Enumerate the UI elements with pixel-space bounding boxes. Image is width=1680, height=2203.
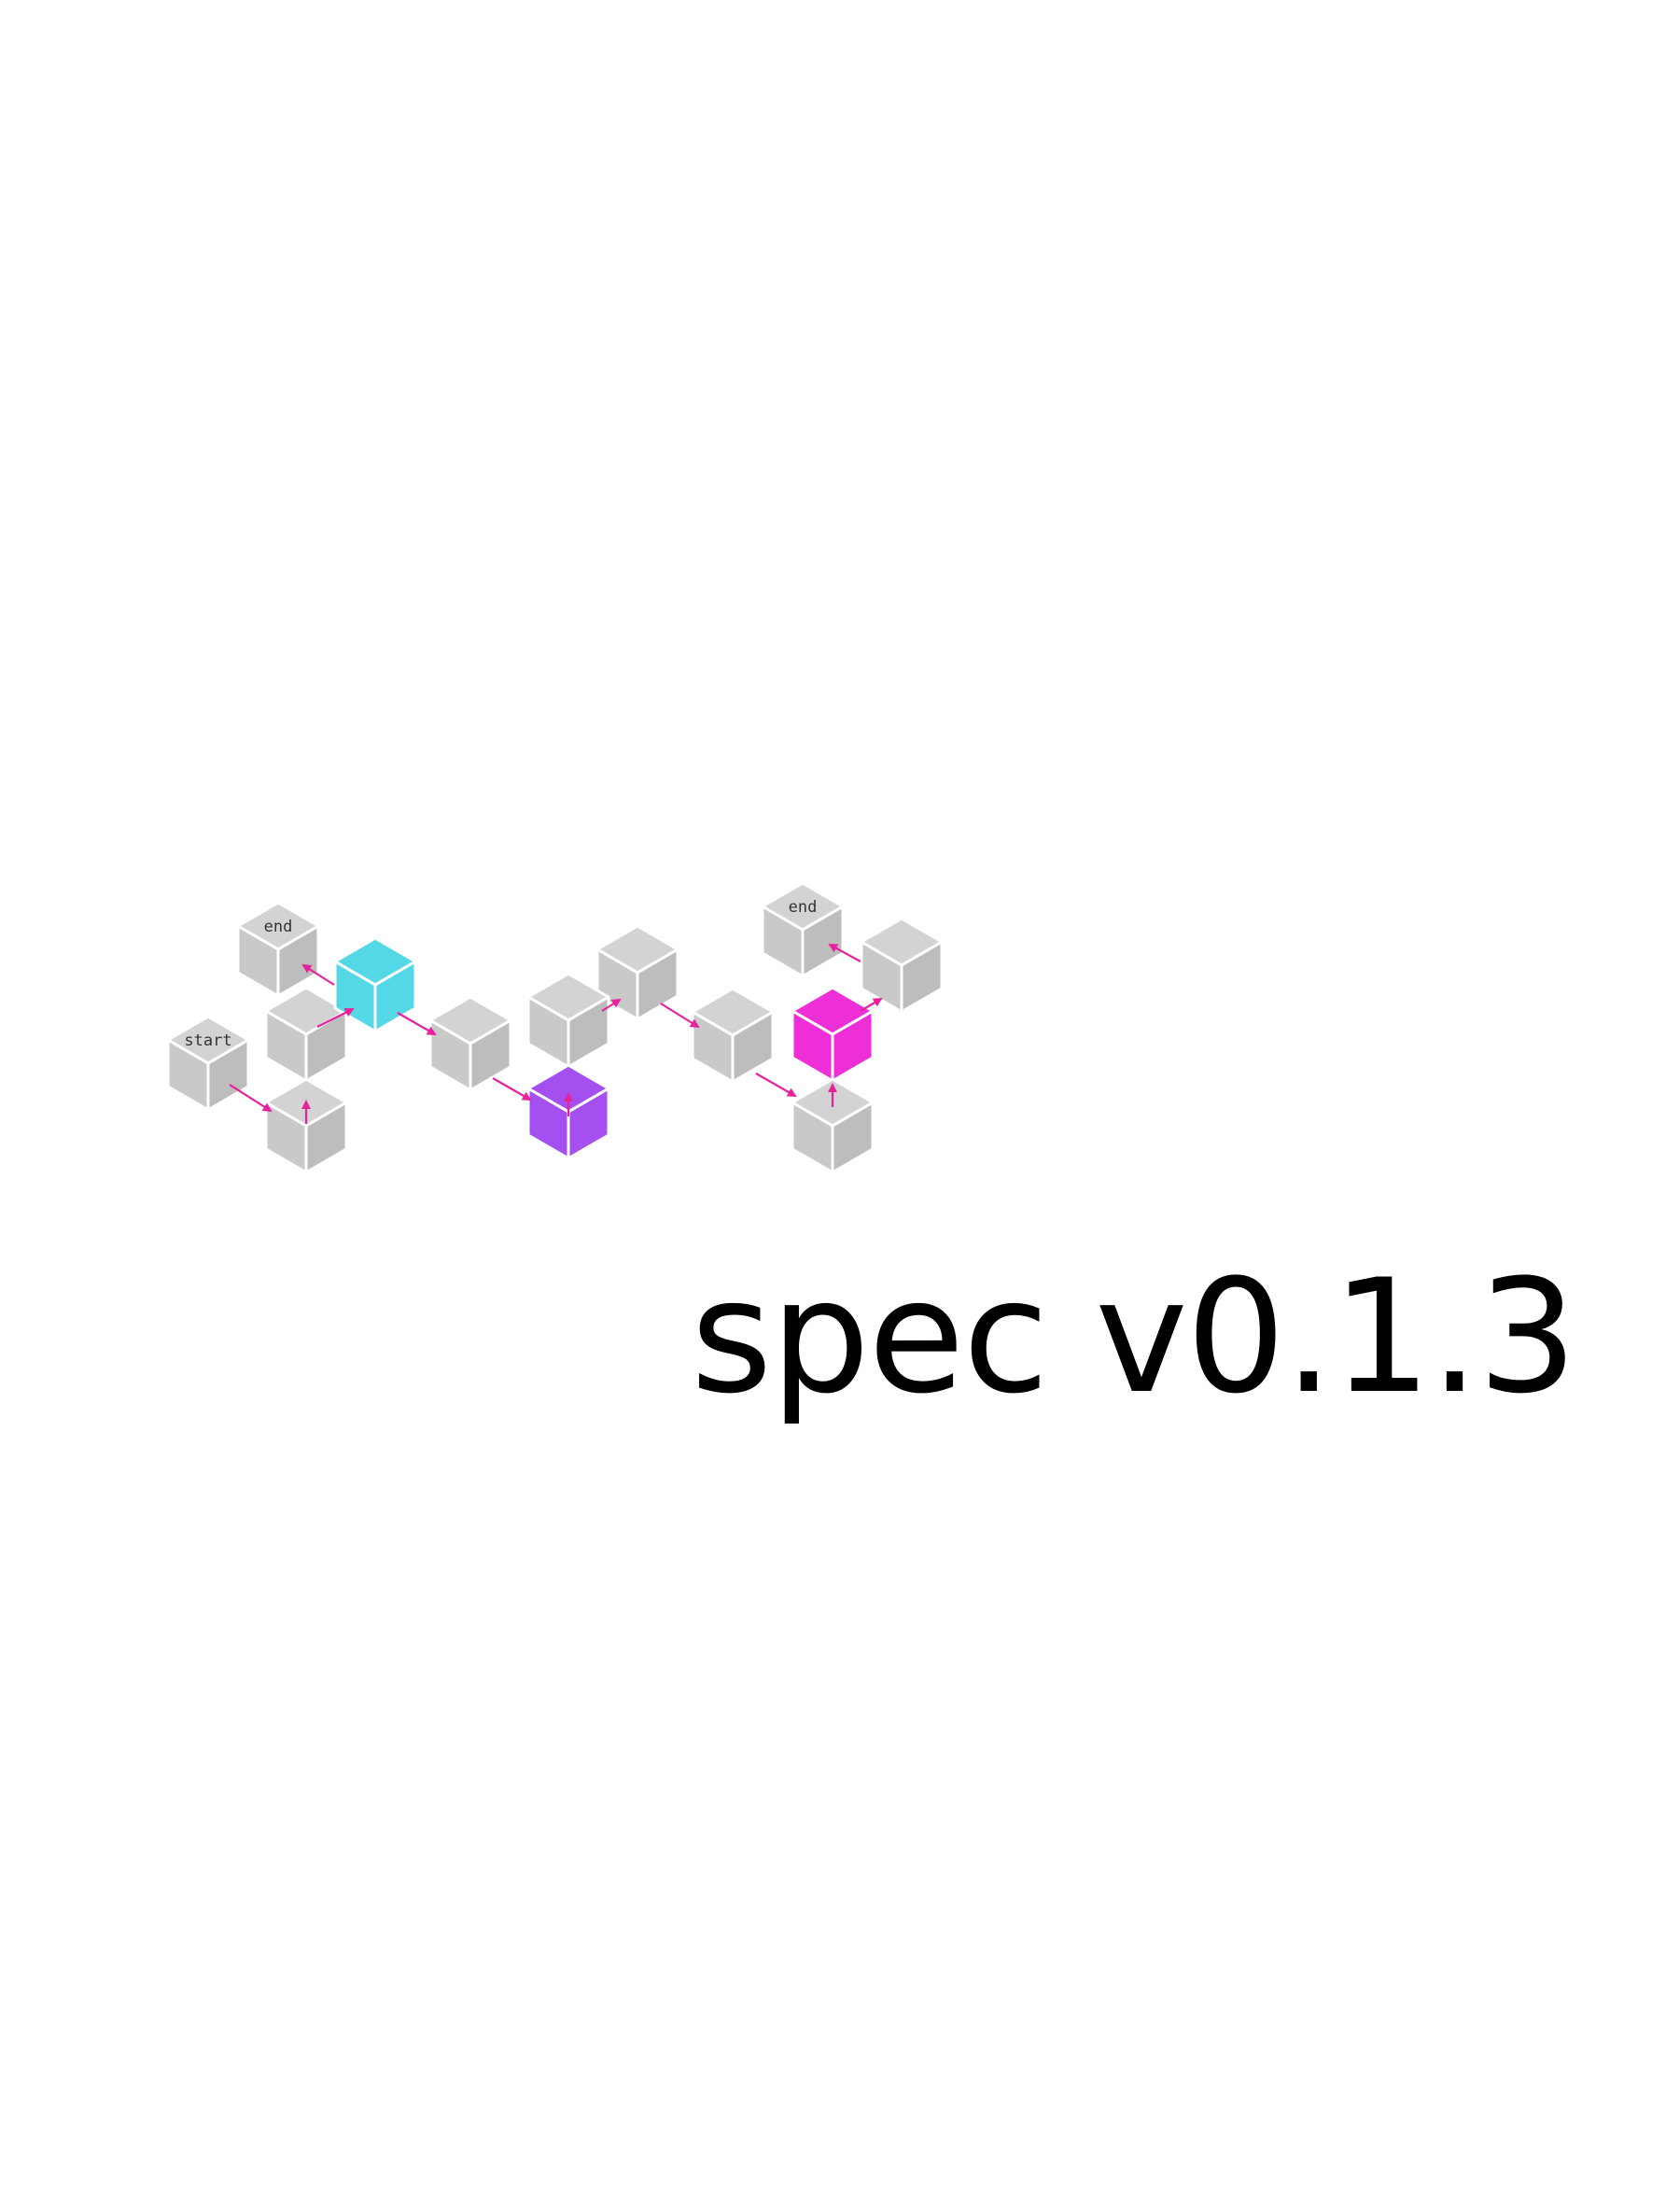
cube-top-face xyxy=(333,936,417,987)
document-title: spec v0.1.3 xyxy=(691,1245,1577,1428)
cube-end-left: end xyxy=(236,901,320,998)
flow-arrow xyxy=(828,944,861,962)
workflow-diagram: end end start xyxy=(166,881,944,1174)
flow-arrow xyxy=(229,1084,273,1113)
cube-d xyxy=(526,972,610,1069)
cube-top-face xyxy=(791,986,875,1036)
cube-top-face xyxy=(595,924,679,975)
cube-purple-node xyxy=(526,1063,610,1160)
cube-f xyxy=(691,987,775,1084)
cube-magenta-node xyxy=(791,986,875,1083)
cube-label-end-left: end xyxy=(264,918,293,936)
cube-top-face xyxy=(526,972,610,1022)
flow-arrow xyxy=(301,963,335,986)
cube-h xyxy=(860,917,944,1014)
flow-arrow xyxy=(601,998,622,1012)
cube-c xyxy=(428,995,512,1092)
flow-arrow xyxy=(397,1012,437,1035)
cube-top-face xyxy=(166,1015,250,1065)
cube-top-face xyxy=(691,987,775,1037)
flow-arrow xyxy=(660,1003,700,1029)
flow-arrow xyxy=(755,1073,797,1097)
cube-e xyxy=(595,924,679,1021)
flow-arrow xyxy=(492,1077,532,1101)
flow-arrow xyxy=(860,997,883,1012)
cube-label-end-right: end xyxy=(789,898,818,917)
cube-b xyxy=(264,1077,348,1174)
cube-top-face xyxy=(428,995,512,1045)
cube-top-face xyxy=(761,881,845,932)
flow-arrow xyxy=(316,1008,355,1028)
cube-label-start: start xyxy=(184,1031,231,1050)
cube-top-face xyxy=(860,917,944,967)
cube-start: start xyxy=(166,1015,250,1112)
cube-end-right: end xyxy=(761,881,845,978)
cube-top-face xyxy=(236,901,320,951)
